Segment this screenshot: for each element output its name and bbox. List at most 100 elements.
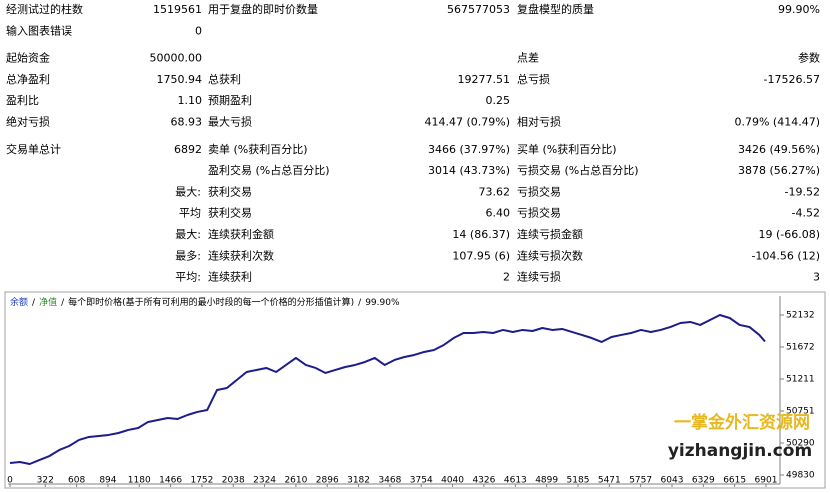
x-tick-label: 5757 [629,476,652,486]
y-tick-label: 51672 [786,342,815,352]
legend-model: 每个即时价格(基于所有可利用的最小时段的每一个价格的分形插值计算) [68,296,354,308]
row-label: 用于复盘的即时价数量 [208,2,318,16]
x-tick-label: 4040 [441,476,464,486]
row-label: 输入图表错误 [6,23,72,37]
x-tick-label: 894 [99,476,116,486]
row-value: 19 (-66.08) [758,228,820,241]
row-label: 获利交易 [208,184,252,198]
x-tick-label: 2610 [284,476,307,486]
watermark-url: yizhangjin.com [668,441,812,461]
row-label: 总获利 [208,72,241,86]
row-value: 414.47 (0.79%) [424,116,510,129]
row-value: 99.90% [778,3,820,16]
row-label: 连续获利次数 [208,248,274,262]
row-label: 连续亏损 [517,270,561,284]
row-value: 6892 [174,143,202,156]
row-label: 复盘模型的质量 [517,2,594,16]
row-label: 交易单总计 [6,142,61,156]
legend-equity: 净值 [39,296,57,308]
y-tick-label: 50751 [786,406,815,416]
row-prefix: 最多: [175,248,201,262]
x-tick-label: 5185 [567,476,590,486]
row-label: 起始资金 [6,51,50,65]
row-value: -19.52 [785,185,820,198]
x-tick-label: 6329 [692,476,715,486]
row-label: 亏损交易 (%占总百分比) [517,163,639,177]
row-prefix: 平均: [175,271,201,284]
watermark-cn: 一掌金外汇资源网 [674,412,810,433]
row-value: 0 [195,24,202,37]
row-label: 连续亏损次数 [517,248,583,262]
row-label: 连续获利 [208,270,252,284]
row-value: 6.40 [486,207,511,220]
row-label: 亏损交易 [517,184,561,198]
row-label: 相对亏损 [517,115,561,129]
x-tick-label: 6615 [723,476,746,486]
row-label: 经测试过的柱数 [6,2,83,16]
row-value: 1519561 [153,3,202,16]
row-value: 3426 (49.56%) [738,143,820,156]
x-tick-label: 2896 [316,476,339,486]
row-value: 19277.51 [458,73,511,86]
row-value: -4.52 [792,207,820,220]
legend-balance: 余额 [10,296,28,308]
row-value: -17526.57 [764,73,820,86]
x-tick-label: 5471 [598,476,621,486]
x-tick-label: 3754 [410,476,433,486]
row-label: 获利交易 [208,206,252,220]
row-label: 绝对亏损 [6,115,50,129]
legend: 余额 / 净值 / 每个即时价格(基于所有可利用的最小时段的每一个价格的分形插值计算) /… [10,296,400,308]
row-value: 50000.00 [150,52,203,65]
row-label: 亏损交易 [517,206,561,220]
row-value: 68.93 [171,116,203,129]
row-label: 盈利交易 (%占总百分比) [208,163,330,177]
x-tick-label: 322 [37,476,54,486]
y-tick-label: 49830 [786,470,815,480]
row-prefix: 最大: [175,227,201,241]
row-prefix: 最大: [175,184,201,198]
row-label: 连续亏损金额 [517,227,583,241]
row-value: 567577053 [447,3,510,16]
x-tick-label: 1466 [159,476,182,486]
row-value: 3014 (43.73%) [428,164,510,177]
row-label: 预期盈利 [208,94,252,107]
row-value: 参数 [798,51,820,65]
row-label: 总亏损 [517,72,550,86]
row-value: 2 [503,271,510,284]
row-label: 总净盈利 [6,72,50,86]
row-value: 3466 (37.97%) [428,143,510,156]
row-value: 73.62 [479,185,511,198]
x-tick-label: 4326 [472,476,495,486]
balance-line [9,314,766,466]
y-tick-label: 52132 [786,311,815,321]
legend-separator: / [358,298,362,308]
row-label: 最大亏损 [208,115,252,129]
x-tick-label: 2038 [222,476,245,486]
row-value: 14 (86.37) [452,228,510,241]
row-value: 3878 (56.27%) [738,164,820,177]
row-value: 0.25 [486,94,511,107]
x-tick-label: 4613 [504,476,527,486]
x-tick-label: 0 [7,476,13,486]
row-label: 卖单 (%获利百分比) [208,143,308,156]
x-tick-label: 3468 [378,476,401,486]
legend-quality: 99.90% [365,298,400,308]
y-tick-label: 50290 [786,439,815,449]
row-label: 买单 (%获利百分比) [517,143,617,156]
x-tick-label: 1180 [128,476,151,486]
row-value: 3 [813,271,820,284]
row-label: 盈利比 [6,94,39,107]
legend-separator: / [61,298,65,308]
y-tick-label: 51211 [786,375,815,385]
x-tick-label: 6901 [755,476,778,486]
row-value: 0.79% (414.47) [734,116,820,129]
row-value: 1750.94 [157,73,203,86]
x-tick-label: 4899 [535,476,558,486]
row-value: -104.56 (12) [751,249,820,262]
row-value: 107.95 (6) [452,249,510,262]
x-tick-label: 1752 [190,476,213,486]
x-tick-label: 6043 [661,476,684,486]
row-label: 连续获利金额 [208,227,274,241]
